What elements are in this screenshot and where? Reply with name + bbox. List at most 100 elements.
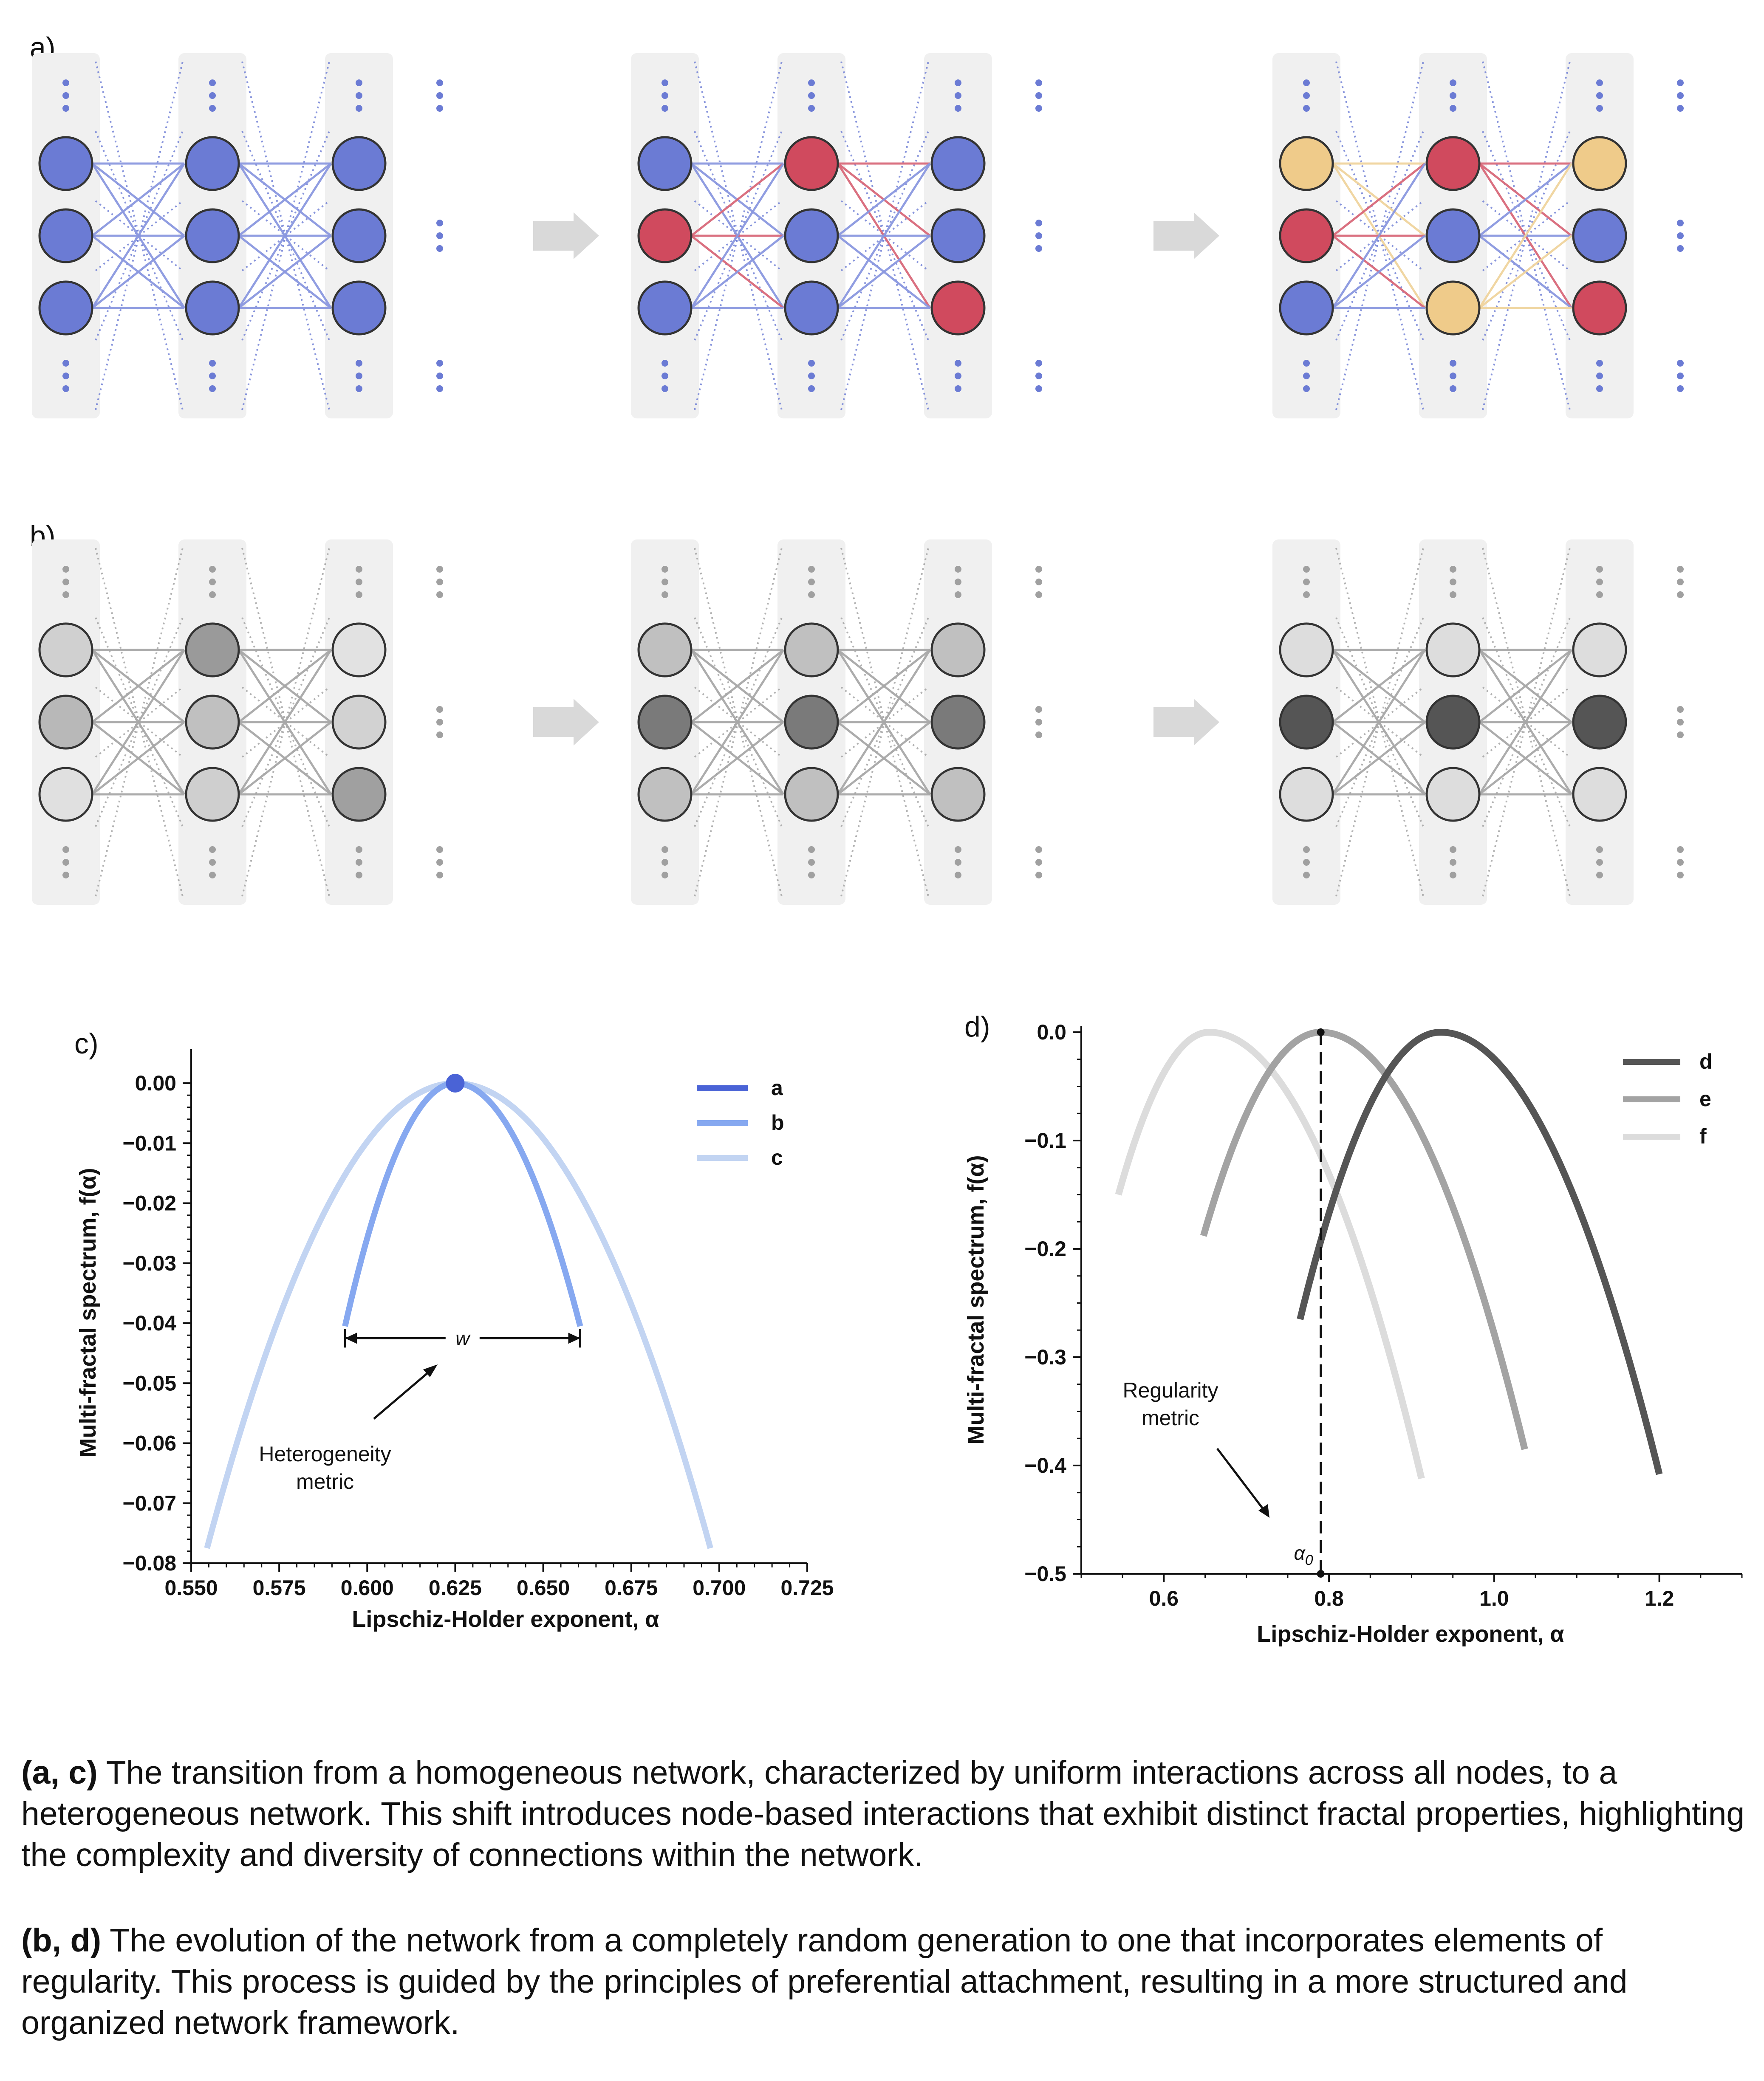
chart-c: c) 0.550 0.575 0.600 0.625 0.650 0.675 0.700 0.… [74, 1028, 834, 1632]
ellipsis-dot [356, 846, 362, 853]
ellipsis-dot [62, 105, 69, 112]
ellipsis-dot [356, 105, 362, 112]
ellipsis-dot [436, 105, 443, 112]
ellipsis-dot [955, 591, 961, 598]
node [38, 136, 93, 191]
ellipsis-dot [955, 385, 961, 392]
ellipsis-dot [1450, 79, 1456, 86]
ellipsis-dot [1677, 591, 1684, 598]
ellipsis-dot [62, 872, 69, 878]
edge [1332, 163, 1426, 237]
node [1425, 767, 1481, 822]
node [930, 280, 986, 336]
ellipsis-dot [62, 591, 69, 598]
ellipsis-dot [436, 846, 443, 853]
ellipsis-dot [436, 706, 443, 713]
ellipsis-dot [1677, 385, 1684, 392]
ellipsis-dot [436, 373, 443, 379]
x-tick-label: 0.8 [1314, 1587, 1344, 1610]
edge [690, 163, 785, 309]
y-tick-label: −0.05 [122, 1371, 176, 1395]
caption-paragraph-2: (b, d) The evolution of the network from… [21, 1920, 1746, 2044]
ellipsis-dot [356, 360, 362, 367]
edge [837, 649, 931, 795]
edge [91, 649, 186, 795]
ellipsis-dot [356, 566, 362, 573]
ellipsis-dot [1035, 566, 1042, 573]
ellipsis-dot [955, 872, 961, 878]
ellipsis-dot [62, 579, 69, 585]
edge [837, 163, 931, 309]
dotted-edge [1482, 686, 1571, 758]
node [784, 767, 839, 822]
node [185, 280, 240, 336]
transition-arrow [533, 212, 599, 259]
ellipsis-dot [1677, 92, 1684, 99]
ellipsis-dot [209, 360, 216, 367]
edge [91, 163, 185, 237]
edge [91, 649, 185, 723]
node [930, 695, 986, 750]
y-tick-label: −0.2 [1024, 1237, 1066, 1261]
caption-1-text: The transition from a homogeneous networ… [21, 1754, 1745, 1873]
node [1425, 695, 1481, 750]
transition-arrow [1153, 212, 1219, 259]
ellipsis-dot [1035, 591, 1042, 598]
ellipsis-dot [436, 232, 443, 239]
y-tick-label: −0.03 [122, 1251, 176, 1275]
dotted-edge [1335, 200, 1424, 271]
node [1425, 136, 1481, 191]
dotted-edge [694, 200, 783, 271]
ellipsis-dot [1596, 385, 1603, 392]
regularity-label-1: Regularity [1122, 1378, 1218, 1402]
node [637, 695, 693, 750]
ellipsis-dot [436, 591, 443, 598]
ellipsis-dot [808, 846, 815, 853]
edge [238, 649, 332, 723]
dotted-edge [95, 200, 184, 271]
y-tick-label: −0.06 [122, 1432, 176, 1455]
ellipsis-dot [1677, 719, 1684, 726]
node [38, 280, 93, 336]
ellipsis-dot [436, 719, 443, 726]
caption-paragraph-1: (a, c) The transition from a homogeneous… [21, 1752, 1746, 1876]
ellipsis-dot [1596, 859, 1603, 866]
edge [1478, 649, 1572, 723]
dotted-edge [241, 686, 330, 758]
ellipsis-dot [1035, 731, 1042, 738]
x-tick-label: 0.625 [429, 1576, 482, 1600]
ellipsis-dot [356, 579, 362, 585]
ellipsis-dot [662, 373, 668, 379]
ellipsis-dot [356, 385, 362, 392]
ellipsis-dot [1677, 232, 1684, 239]
x-tick-label: 0.700 [693, 1576, 746, 1600]
ellipsis-dot [662, 579, 668, 585]
ellipsis-dot [662, 591, 668, 598]
node [930, 136, 986, 191]
legend-label-d: d [1699, 1050, 1713, 1073]
node [637, 767, 693, 822]
ellipsis-dot [209, 92, 216, 99]
chart-c-x-label: Lipschiz-Holder exponent, α [352, 1607, 659, 1632]
ellipsis-dot [1450, 872, 1456, 878]
ellipsis-dot [356, 92, 362, 99]
ellipsis-dot [1596, 872, 1603, 878]
ellipsis-dot [209, 79, 216, 86]
node [38, 208, 93, 263]
node [637, 208, 693, 263]
node [784, 280, 839, 336]
node [1279, 767, 1334, 822]
ellipsis-dot [436, 731, 443, 738]
regularity-label-2: metric [1142, 1406, 1199, 1430]
series-c-curve [204, 1080, 713, 1549]
ellipsis-dot [1303, 385, 1310, 392]
ellipsis-dot [955, 566, 961, 573]
ellipsis-dot [808, 859, 815, 866]
chart-c-ticks: 0.550 0.575 0.600 0.625 0.650 0.675 0.700 0.725… [122, 1071, 834, 1600]
ellipsis-dot [1303, 859, 1310, 866]
heterogeneity-arrow-head [423, 1364, 438, 1377]
caption-2-text: The evolution of the network from a comp… [21, 1922, 1628, 2041]
ellipsis-dot [1450, 360, 1456, 367]
dotted-edge [1335, 200, 1424, 271]
ellipsis-dot [1596, 373, 1603, 379]
